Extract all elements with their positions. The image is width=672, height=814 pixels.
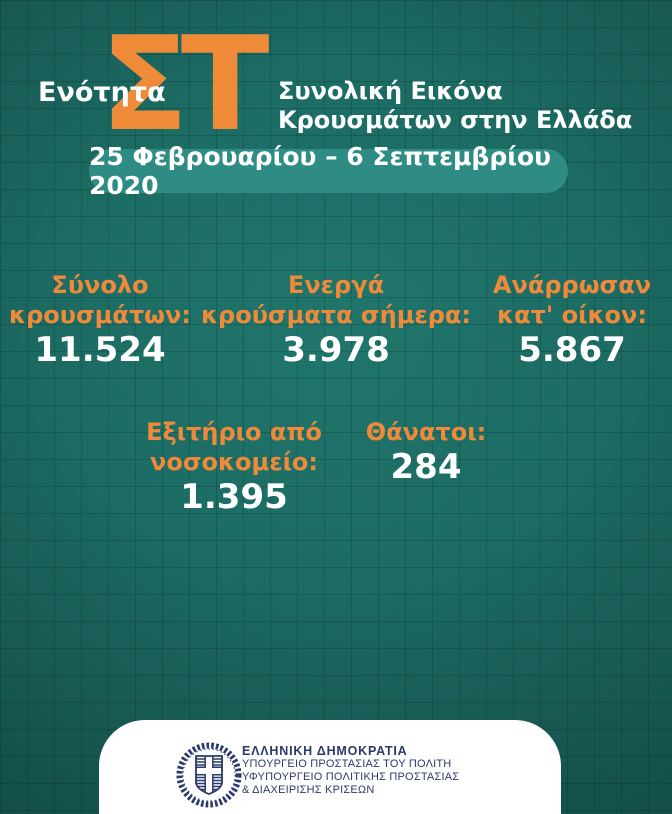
- stat-active-cases-label: Ενεργά κρούσματα σήμερα:: [201, 271, 471, 329]
- stat-deaths-value: 284: [390, 447, 462, 487]
- government-line-ministry: ΥΠΟΥΡΓΕΙΟ ΠΡΟΣΤΑΣΙΑΣ ΤΟΥ ΠΟΛΙΤΗ: [242, 758, 452, 770]
- government-line-crisis-management: & ΔΙΑΧΕΙΡΙΣΗΣ ΚΡΙΣΕΩΝ: [242, 784, 375, 796]
- section-letter: ΣΤ: [100, 8, 270, 160]
- stat-deaths: Θάνατοι: 284: [366, 417, 486, 484]
- section-label: Ενότητα: [38, 77, 166, 108]
- stat-recovered-home-label: Ανάρρωσαν κατ' οίκον:: [492, 271, 652, 329]
- date-range-badge: 25 Φεβρουαρίου – 6 Σεπτεμβρίου 2020: [89, 142, 568, 200]
- government-line-republic: ΕΛΛΗΝΙΚΗ ΔΗΜΟΚΡΑΤΙΑ: [242, 744, 408, 758]
- stat-total-cases-label: Σύνολο κρουσμάτων:: [9, 271, 191, 329]
- stat-hospital-discharges-value: 1.395: [180, 477, 288, 517]
- page-title-line2: Κρουσμάτων στην Ελλάδα: [278, 106, 633, 134]
- page-title-line1: Συνολική Εικόνα: [278, 77, 503, 105]
- stat-total-cases: Σύνολο κρουσμάτων: 11.524: [9, 270, 191, 367]
- stat-hospital-discharges: Εξιτήριο από νοσοκομείο: 1.395: [146, 417, 322, 514]
- government-footer-card: ΕΛΛΗΝΙΚΗ ΔΗΜΟΚΡΑΤΙΑ ΥΠΟΥΡΓΕΙΟ ΠΡΟΣΤΑΣΙΑΣ…: [99, 720, 561, 814]
- government-line-deputy-ministry: ΥΦΥΠΟΥΡΓΕΙΟ ΠΟΛΙΤΙΚΗΣ ΠΡΟΣΤΑΣΙΑΣ: [242, 771, 460, 783]
- stat-recovered-home: Ανάρρωσαν κατ' οίκον: 5.867: [493, 270, 651, 367]
- stat-deaths-label: Θάνατοι:: [365, 418, 487, 446]
- stat-recovered-home-value: 5.867: [518, 330, 626, 370]
- government-text-block: ΕΛΛΗΝΙΚΗ ΔΗΜΟΚΡΑΤΙΑ ΥΠΟΥΡΓΕΙΟ ΠΡΟΣΤΑΣΙΑΣ…: [242, 745, 459, 797]
- stat-active-cases-value: 3.978: [282, 330, 390, 370]
- page-title: Συνολική Εικόνα Κρουσμάτων στην Ελλάδα: [278, 77, 632, 135]
- stat-total-cases-value: 11.524: [34, 330, 166, 370]
- stat-hospital-discharges-label: Εξιτήριο από νοσοκομείο:: [146, 418, 322, 476]
- stat-active-cases: Ενεργά κρούσματα σήμερα: 3.978: [201, 270, 471, 367]
- hellenic-republic-coat-of-arms-icon: [176, 742, 242, 808]
